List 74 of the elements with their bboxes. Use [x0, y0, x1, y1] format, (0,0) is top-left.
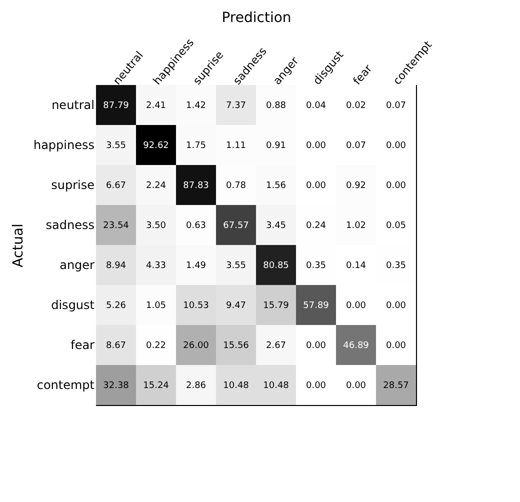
data-label: 2.86: [186, 381, 206, 391]
y-axis-title: Actual: [10, 224, 26, 268]
data-label: 80.85: [263, 261, 289, 271]
data-label: 3.55: [226, 261, 246, 271]
data-label: 0.00: [386, 181, 406, 191]
y-tick-label: fear: [70, 338, 95, 352]
data-label: 23.54: [103, 221, 130, 231]
data-label: 0.88: [266, 101, 286, 111]
y-tick-label: contempt: [36, 378, 95, 392]
data-label: 87.79: [103, 101, 130, 111]
data-label: 1.05: [146, 301, 166, 311]
data-label: 0.02: [346, 101, 366, 111]
data-label: 3.45: [266, 221, 286, 231]
data-label: 2.41: [146, 101, 166, 111]
data-label: 10.48: [223, 381, 250, 391]
data-label: 0.91: [266, 141, 286, 151]
data-label: 15.56: [223, 341, 250, 351]
data-label: 92.62: [143, 141, 169, 151]
data-label: 15.24: [143, 381, 170, 391]
data-label: 0.00: [306, 141, 326, 151]
data-label: 1.11: [226, 141, 246, 151]
data-label: 3.50: [146, 221, 166, 231]
data-label: 10.48: [263, 381, 290, 391]
data-label: 0.00: [306, 181, 326, 191]
y-tick-label: suprise: [51, 178, 94, 192]
data-label: 10.53: [183, 301, 209, 311]
data-label: 8.94: [106, 261, 126, 271]
data-label: 1.56: [266, 181, 286, 191]
data-label: 57.89: [303, 301, 330, 311]
chart-title: Prediction: [222, 10, 292, 26]
data-label: 2.24: [146, 181, 166, 191]
data-label: 7.37: [226, 101, 246, 111]
y-tick-label: neutral: [52, 98, 94, 112]
data-label: 0.35: [386, 261, 406, 271]
data-label: 0.00: [306, 341, 326, 351]
data-label: 67.57: [223, 221, 249, 231]
data-label: 0.00: [386, 301, 406, 311]
data-label: 1.49: [186, 261, 206, 271]
data-label: 0.24: [306, 221, 326, 231]
data-label: 0.78: [226, 181, 246, 191]
data-label: 0.63: [186, 221, 206, 231]
data-label: 32.38: [103, 381, 130, 391]
data-label: 0.00: [306, 381, 326, 391]
data-label: 5.26: [106, 301, 126, 311]
data-label: 9.47: [226, 301, 246, 311]
data-label: 1.42: [186, 101, 206, 111]
y-tick-label: sadness: [46, 218, 94, 232]
data-label: 46.89: [343, 341, 370, 351]
data-label: 1.75: [186, 141, 206, 151]
data-label: 0.07: [346, 141, 366, 151]
data-label: 0.05: [386, 221, 406, 231]
data-label: 0.07: [386, 101, 406, 111]
data-label: 26.00: [183, 341, 210, 351]
data-label: 3.55: [106, 141, 126, 151]
data-label: 2.67: [266, 341, 286, 351]
data-label: 0.92: [346, 181, 366, 191]
data-label: 0.14: [346, 261, 366, 271]
data-label: 28.57: [383, 381, 409, 391]
data-label: 6.67: [106, 181, 126, 191]
data-label: 8.67: [106, 341, 126, 351]
y-tick-label: anger: [60, 258, 95, 272]
data-label: 1.02: [346, 221, 366, 231]
y-tick-label: disgust: [51, 298, 95, 312]
data-label: 4.33: [146, 261, 166, 271]
y-tick-label: happiness: [33, 138, 94, 152]
data-label: 0.22: [146, 341, 166, 351]
data-label: 15.79: [263, 301, 290, 311]
data-label: 87.83: [183, 181, 209, 191]
data-label: 0.00: [386, 341, 406, 351]
data-label: 0.00: [346, 381, 366, 391]
data-label: 0.35: [306, 261, 326, 271]
data-label: 0.00: [386, 141, 406, 151]
data-label: 0.00: [346, 301, 366, 311]
data-label: 0.04: [306, 101, 326, 111]
